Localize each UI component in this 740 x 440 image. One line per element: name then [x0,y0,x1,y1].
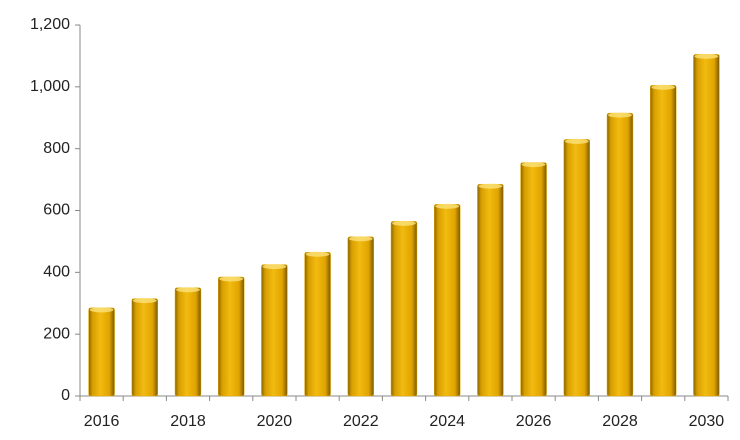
x-tick-label: 2018 [170,413,206,430]
y-tick-label: 0 [61,387,70,404]
bar [174,287,202,397]
y-tick-label: 1,200 [30,16,70,33]
bar-cap [564,138,589,144]
bar-cap [392,220,416,226]
bar-cap [89,307,114,313]
bar [261,264,288,397]
x-tick-label: 2016 [84,413,120,430]
y-tick-label: 600 [43,202,70,219]
bar-cap [132,298,157,304]
bar [217,276,245,397]
bar-cap [176,287,200,293]
bar [347,236,375,397]
bar-cap [651,84,676,90]
x-tick-label: 2024 [429,413,465,430]
bar [88,307,115,397]
bar [433,204,461,397]
bar-cap [219,276,244,282]
x-tick-label: 2028 [602,413,638,430]
bar [693,54,720,397]
bar-cap [478,183,503,189]
bar [563,139,591,397]
x-tick-label: 2030 [689,413,725,430]
bar [477,183,504,397]
bar [649,85,677,397]
y-tick-label: 1,000 [30,78,70,95]
bar [606,112,634,397]
bar [131,298,159,397]
bar-cap [348,236,373,242]
bar-cap [521,162,546,168]
bar-cap [305,251,330,257]
y-tick-label: 800 [43,140,70,157]
y-tick-label: 400 [43,264,70,281]
bar-cap [608,112,632,118]
x-tick-label: 2020 [257,413,293,430]
bar-cap [694,53,719,59]
x-tick-label: 2026 [516,413,552,430]
bar [390,221,418,397]
bar [520,162,547,397]
y-tick-label: 200 [43,325,70,342]
bar-cap [435,203,460,209]
bar [304,251,331,397]
bar-cap [262,264,287,270]
x-tick-label: 2022 [343,413,379,430]
